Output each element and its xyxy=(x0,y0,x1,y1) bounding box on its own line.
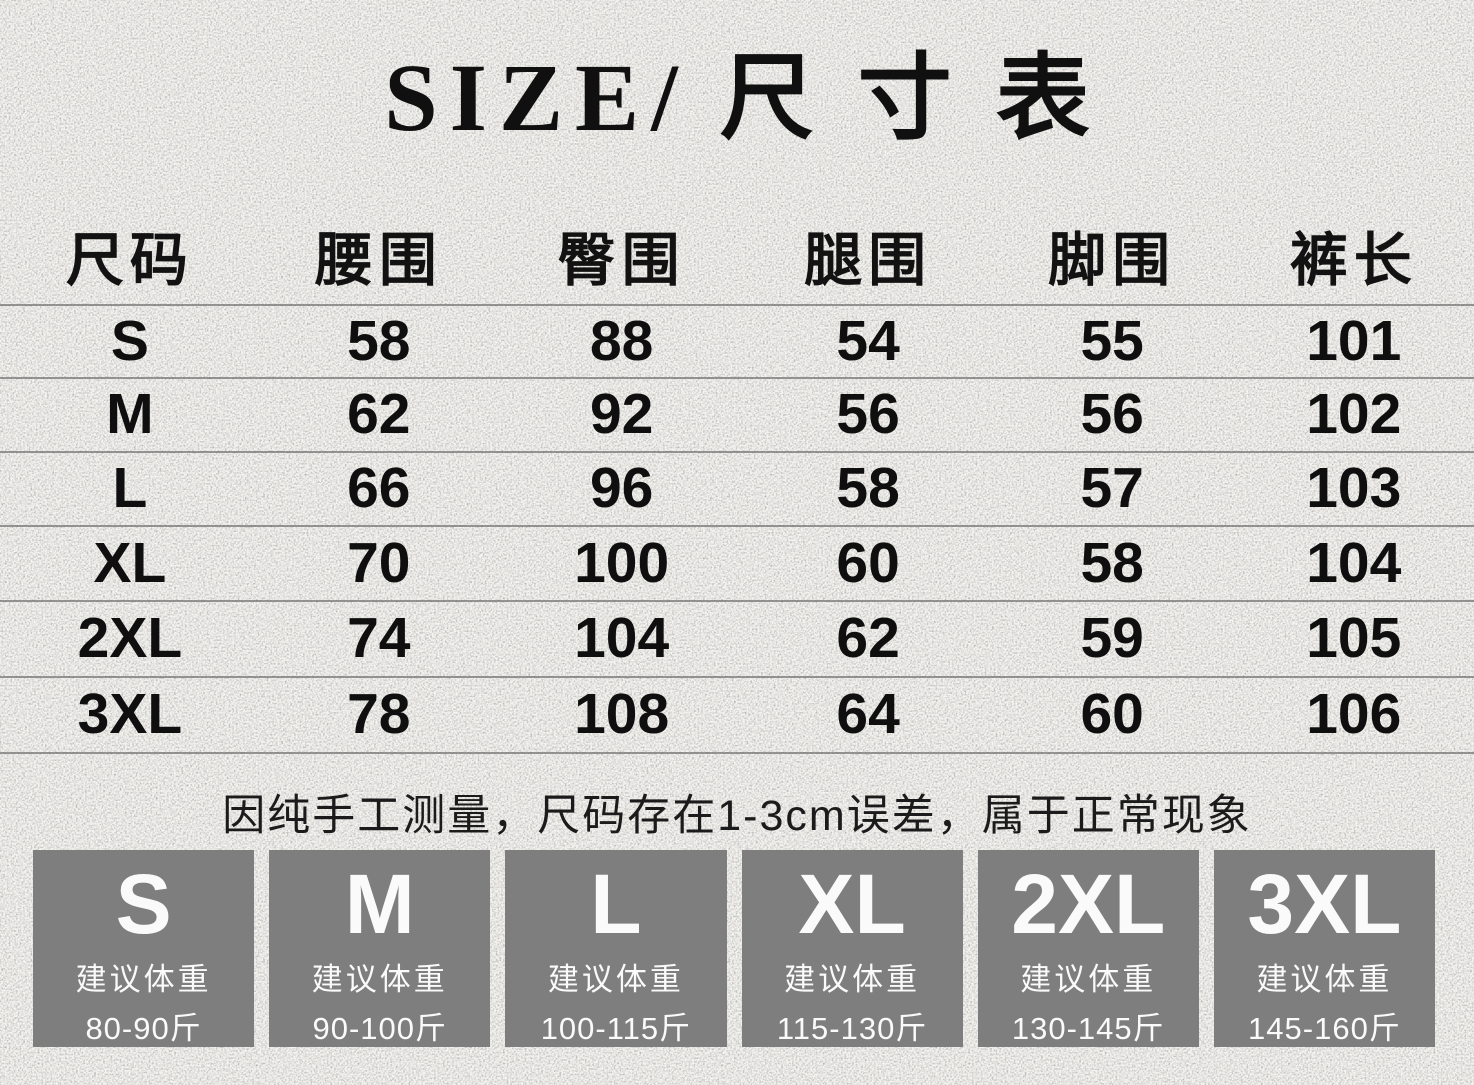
value-cell: 96 xyxy=(589,456,654,520)
size-cell: L xyxy=(112,456,148,520)
weight-box-size: 3XL xyxy=(1247,857,1402,951)
value-cell: 59 xyxy=(1080,606,1144,670)
size-cell: S xyxy=(110,308,149,373)
size-cell: 2XL xyxy=(77,606,183,670)
size-cell: 3XL xyxy=(77,682,183,746)
weight-box-size: L xyxy=(590,857,642,951)
size-cell: M xyxy=(106,382,154,446)
value-cell: 56 xyxy=(836,382,900,446)
weight-range: 145-160斤 xyxy=(1248,1011,1401,1046)
weight-recommendation-boxes: S 建议体重 80-90斤 M 建议体重 90-100斤 L 建议体重 100-… xyxy=(33,850,1436,1047)
value-cell: 60 xyxy=(1080,682,1144,746)
value-cell: 92 xyxy=(589,382,654,446)
value-cell: 105 xyxy=(1306,606,1402,670)
weight-box-m: M 建议体重 90-100斤 xyxy=(269,850,491,1047)
value-cell: 74 xyxy=(347,606,411,670)
weight-range: 115-130斤 xyxy=(776,1011,928,1046)
suggested-weight-label: 建议体重 xyxy=(1256,962,1393,997)
measurement-note: 因纯手工测量，尺码存在1-3cm误差，属于正常现象 xyxy=(222,792,1252,840)
value-cell: 60 xyxy=(836,530,900,595)
value-cell: 55 xyxy=(1080,308,1144,373)
value-cell: 58 xyxy=(1080,530,1144,595)
size-cell: XL xyxy=(93,530,167,595)
value-cell: 56 xyxy=(1080,382,1144,446)
weight-range: 100-115斤 xyxy=(540,1011,692,1046)
value-cell: 58 xyxy=(836,456,900,520)
table-row: 3XL 78 108 64 60 106 xyxy=(0,676,1474,752)
value-cell: 104 xyxy=(1306,530,1402,595)
table-row: S 58 88 54 55 101 xyxy=(0,304,1474,377)
weight-box-xl: XL 建议体重 115-130斤 xyxy=(741,850,963,1047)
suggested-weight-label: 建议体重 xyxy=(547,962,684,997)
weight-box-size: S xyxy=(115,857,172,951)
column-header-pant-length: 裤长 xyxy=(1289,227,1418,293)
weight-box-l: L 建议体重 100-115斤 xyxy=(505,850,727,1047)
column-header-hip: 臀围 xyxy=(557,227,686,293)
suggested-weight-label: 建议体重 xyxy=(311,962,448,997)
weight-box-size: XL xyxy=(798,857,906,951)
value-cell: 102 xyxy=(1306,382,1402,446)
value-cell: 57 xyxy=(1080,456,1144,520)
value-cell: 106 xyxy=(1306,682,1402,746)
weight-range: 90-100斤 xyxy=(312,1011,448,1046)
value-cell: 58 xyxy=(347,308,411,373)
title-cjk: 尺寸表 xyxy=(719,47,1134,151)
value-cell: 104 xyxy=(574,606,670,670)
column-header-size: 尺码 xyxy=(65,227,194,293)
suggested-weight-label: 建议体重 xyxy=(784,962,921,997)
weight-box-s: S 建议体重 80-90斤 xyxy=(33,850,255,1047)
value-cell: 62 xyxy=(347,382,411,446)
value-cell: 100 xyxy=(574,530,670,595)
column-header-waist: 腰围 xyxy=(314,227,443,293)
table-row: L 66 96 58 57 103 xyxy=(0,451,1474,525)
weight-box-3xl: 3XL 建议体重 145-160斤 xyxy=(1213,850,1436,1047)
suggested-weight-label: 建议体重 xyxy=(1020,962,1157,997)
weight-box-2xl: 2XL 建议体重 130-145斤 xyxy=(977,850,1199,1047)
value-cell: 54 xyxy=(836,308,900,373)
value-cell: 78 xyxy=(347,682,411,746)
value-cell: 108 xyxy=(574,682,670,746)
value-cell: 66 xyxy=(347,456,411,520)
weight-range: 80-90斤 xyxy=(85,1011,202,1046)
ruled-line xyxy=(0,752,1474,754)
weight-range: 130-145斤 xyxy=(1011,1011,1165,1046)
table-row: XL 70 100 60 58 104 xyxy=(0,525,1474,600)
weight-box-size: 2XL xyxy=(1011,857,1166,951)
value-cell: 64 xyxy=(836,682,900,746)
value-cell: 88 xyxy=(589,308,654,373)
table-row: 2XL 74 104 62 59 105 xyxy=(0,600,1474,676)
value-cell: 101 xyxy=(1306,308,1402,373)
value-cell: 70 xyxy=(347,530,411,595)
size-table-header: 尺码 腰围 臀围 腿围 脚围 裤长 xyxy=(0,205,1474,304)
title-latin: SIZE/ xyxy=(384,44,690,151)
value-cell: 62 xyxy=(836,606,900,670)
size-table: 尺码 腰围 臀围 腿围 脚围 裤长 S 58 88 54 55 101 M 62… xyxy=(0,205,1474,752)
table-row: M 62 92 56 56 102 xyxy=(0,377,1474,451)
weight-box-size: M xyxy=(344,857,415,951)
page-title: SIZE/尺寸表 xyxy=(0,22,1474,158)
suggested-weight-label: 建议体重 xyxy=(75,962,212,997)
column-header-thigh: 腿围 xyxy=(804,227,933,293)
value-cell: 103 xyxy=(1306,456,1402,520)
column-header-leg-opening: 脚围 xyxy=(1048,227,1177,293)
